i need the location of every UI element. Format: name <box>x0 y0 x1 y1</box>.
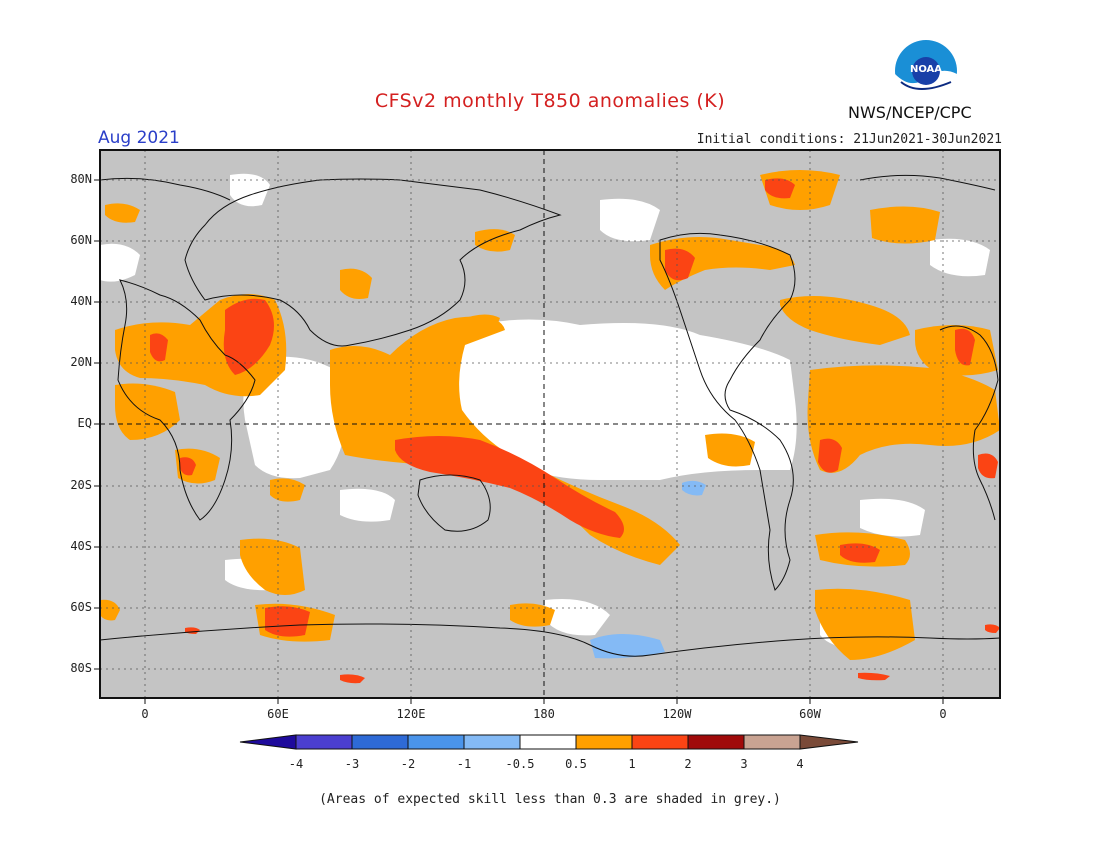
lon-label: 0 <box>939 707 947 721</box>
colorbar-tick-label: 2 <box>684 757 692 771</box>
noaa-logo-text: NOAA <box>909 64 943 75</box>
map-title: CFSv2 monthly T850 anomalies (K) <box>374 90 726 112</box>
coastlines <box>100 174 1000 657</box>
lon-label: 60W <box>799 707 821 721</box>
colorbar-tick-label: -3 <box>344 757 360 771</box>
skill-footnote: (Areas of expected skill less than 0.3 a… <box>319 792 781 807</box>
colorbar-upper-arrow <box>799 734 859 750</box>
axis-ticks <box>94 179 944 704</box>
valid-month: Aug 2021 <box>98 128 180 148</box>
lat-label: 60S <box>70 600 92 614</box>
lon-label: 60E <box>267 707 289 721</box>
colorbar-tick-label: 1 <box>628 757 636 771</box>
noaa-logo: NOAA <box>893 38 959 108</box>
lat-label: 20S <box>70 478 92 492</box>
colorbar-segment <box>631 734 689 750</box>
lon-label: 180 <box>533 707 555 721</box>
colorbar-segment <box>743 734 801 750</box>
lon-label: 120E <box>396 707 426 721</box>
lat-label: 80S <box>70 661 92 675</box>
colorbar <box>239 734 859 750</box>
lon-label: 120W <box>662 707 692 721</box>
colorbar-lower-arrow <box>239 734 297 750</box>
colorbar-segment <box>351 734 409 750</box>
equator-and-dateline <box>100 150 1000 698</box>
lat-label: 80N <box>70 172 92 186</box>
lat-label: 20N <box>70 355 92 369</box>
colorbar-tick-label: 4 <box>796 757 804 771</box>
lat-label: EQ <box>77 416 92 430</box>
lat-label: 40N <box>70 294 92 308</box>
colorbar-tick-label: 0.5 <box>565 757 587 771</box>
lon-label: 0 <box>141 707 149 721</box>
graticule <box>100 150 1000 698</box>
colorbar-tick-label: -2 <box>400 757 416 771</box>
agency-label: NWS/NCEP/CPC <box>848 103 972 122</box>
colorbar-tick-label: -4 <box>288 757 304 771</box>
colorbar-tick-label: -1 <box>456 757 472 771</box>
initial-conditions: Initial conditions: 21Jun2021-30Jun2021 <box>696 132 1002 147</box>
colorbar-tick-label: -0.5 <box>505 757 535 771</box>
colorbar-segment <box>575 734 633 750</box>
colorbar-segment <box>687 734 745 750</box>
colorbar-segment <box>295 734 353 750</box>
neutral-anomaly-regions <box>100 173 990 650</box>
colorbar-segment <box>463 734 521 750</box>
colorbar-segment <box>407 734 465 750</box>
colorbar-segment <box>519 734 577 750</box>
colorbar-tick-label: 3 <box>740 757 748 771</box>
lat-label: 40S <box>70 539 92 553</box>
strong-warm-anomaly-regions <box>150 178 1000 684</box>
lat-label: 60N <box>70 233 92 247</box>
